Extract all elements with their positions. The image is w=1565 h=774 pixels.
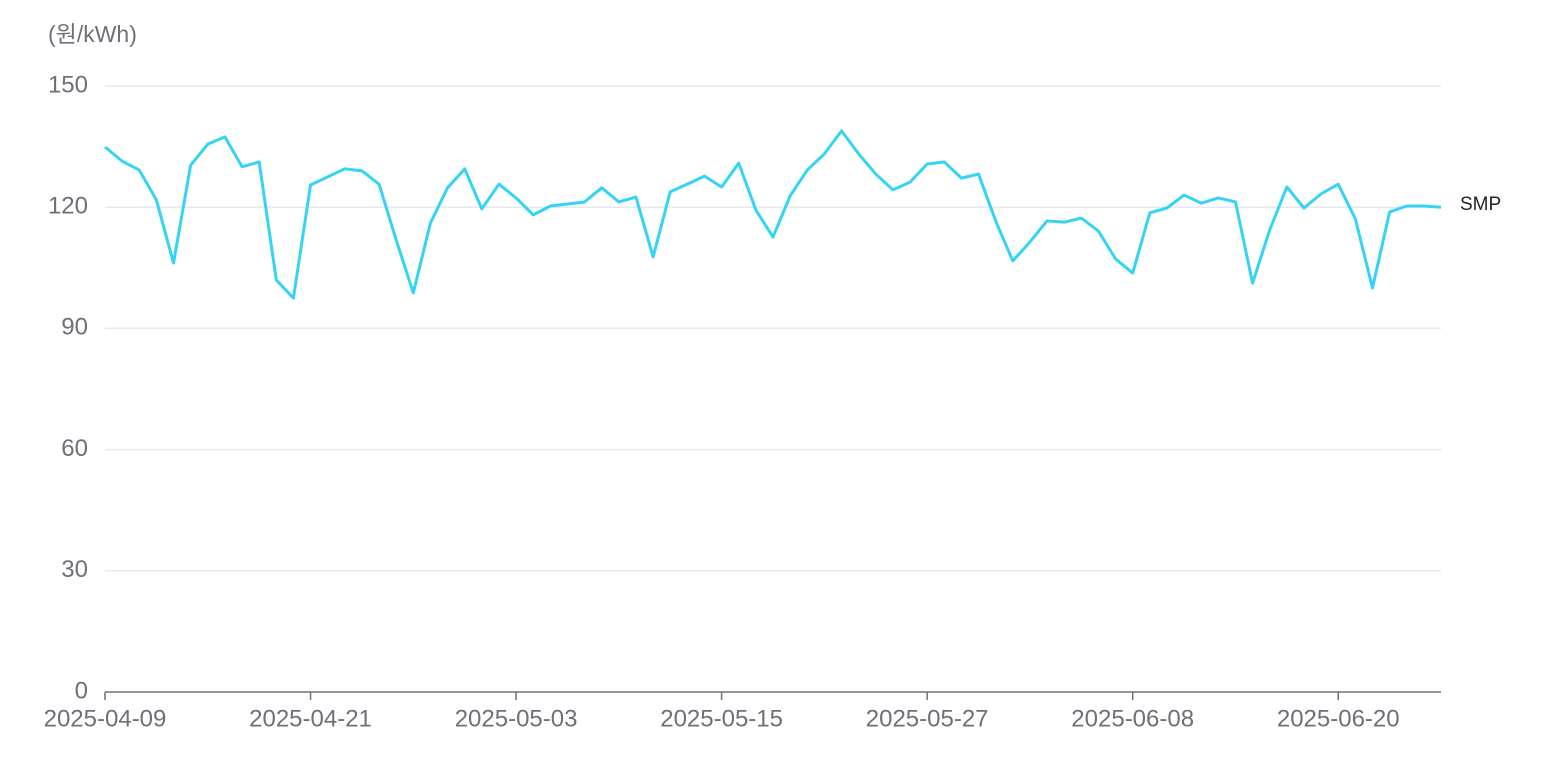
y-tick-label: 150	[48, 71, 88, 98]
x-tick-label: 2025-05-27	[866, 705, 989, 732]
line-series	[104, 129, 1442, 300]
x-tick-label: 2025-04-09	[44, 705, 167, 732]
y-tick-label: 90	[61, 314, 88, 341]
series-label: SMP	[1460, 194, 1501, 215]
x-tick-label: 2025-05-15	[660, 705, 783, 732]
y-axis-label: (원/kWh)	[48, 21, 137, 47]
y-tick-label: 30	[61, 556, 88, 583]
y-tick-label: 60	[61, 435, 88, 462]
x-tick-label: 2025-04-21	[249, 705, 372, 732]
y-tick-label: 120	[48, 193, 88, 220]
x-tick-label: 2025-06-08	[1071, 705, 1194, 732]
y-tick-label: 0	[75, 677, 88, 704]
x-tick-label: 2025-06-20	[1277, 705, 1400, 732]
x-tick-label: 2025-05-03	[455, 705, 578, 732]
